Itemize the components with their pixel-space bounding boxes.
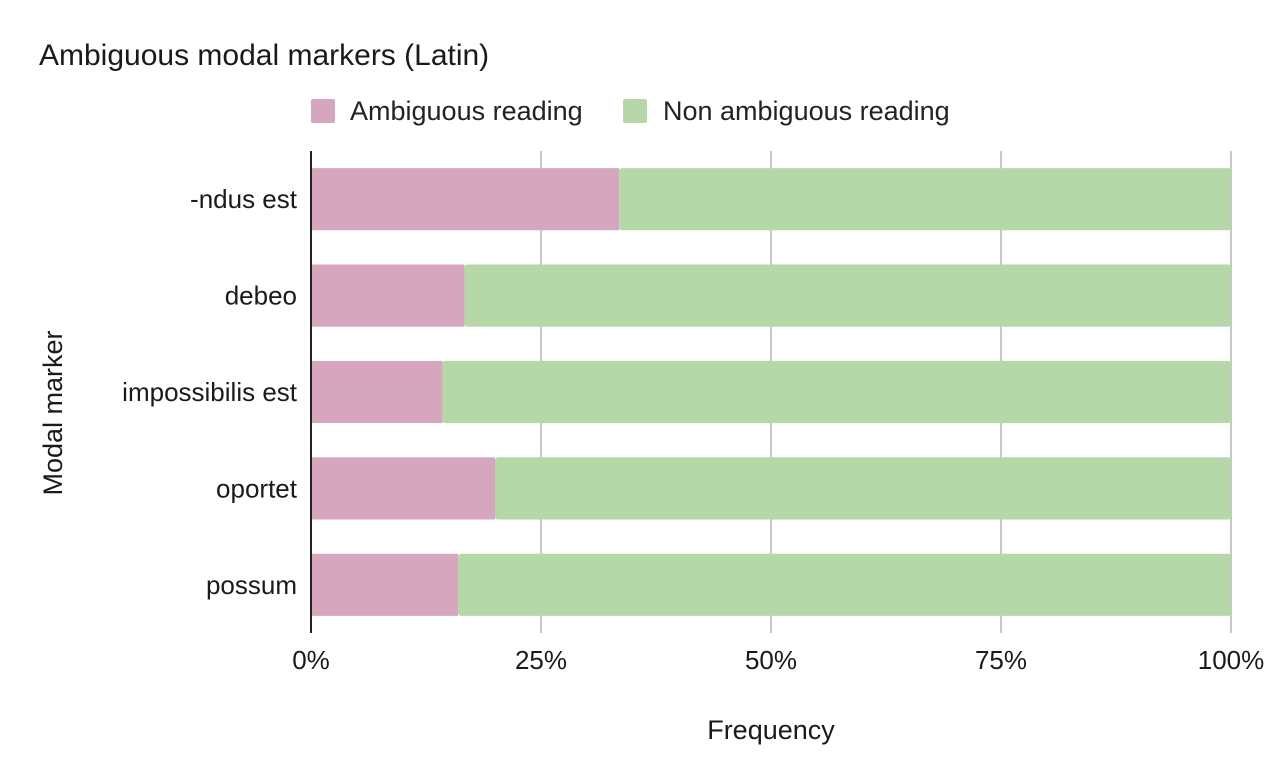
x-tick-labels: 0% 25% 50% 75% 100% [292, 645, 1264, 675]
bar-ambiguous [311, 360, 443, 424]
legend-swatch-non-ambiguous [623, 99, 647, 123]
bar-non-ambiguous [619, 168, 1231, 231]
x-tick-label: 25% [515, 645, 567, 675]
bar-ambiguous [311, 553, 459, 616]
bar-non-ambiguous [458, 553, 1231, 616]
x-tick-label: 0% [292, 645, 330, 675]
y-axis-title: Modal marker [38, 330, 68, 495]
bar-ambiguous [311, 264, 465, 327]
bar-non-ambiguous [495, 457, 1231, 520]
x-tick-label: 50% [745, 645, 797, 675]
x-tick-label: 100% [1198, 645, 1265, 675]
chart-title: Ambiguous modal markers (Latin) [39, 39, 489, 72]
y-tick-label: -ndus est [190, 184, 298, 214]
y-tick-label: oportet [216, 473, 298, 503]
legend-label-ambiguous: Ambiguous reading [350, 96, 583, 126]
x-axis-title: Frequency [707, 715, 835, 745]
y-tick-label: impossibilis est [122, 377, 298, 407]
x-tick-label: 75% [975, 645, 1027, 675]
bar-non-ambiguous [442, 360, 1231, 424]
bar-ambiguous [311, 168, 620, 231]
legend: Ambiguous reading Non ambiguous reading [311, 96, 950, 126]
y-tick-label: possum [206, 570, 297, 600]
y-tick-label: debeo [225, 281, 297, 311]
legend-label-non-ambiguous: Non ambiguous reading [663, 96, 950, 126]
bar-ambiguous [311, 457, 495, 520]
legend-swatch-ambiguous [311, 99, 335, 123]
bars [311, 168, 1231, 616]
bar-non-ambiguous [464, 264, 1231, 327]
y-tick-labels: -ndus est debeo impossibilis est oportet pos… [122, 184, 298, 600]
